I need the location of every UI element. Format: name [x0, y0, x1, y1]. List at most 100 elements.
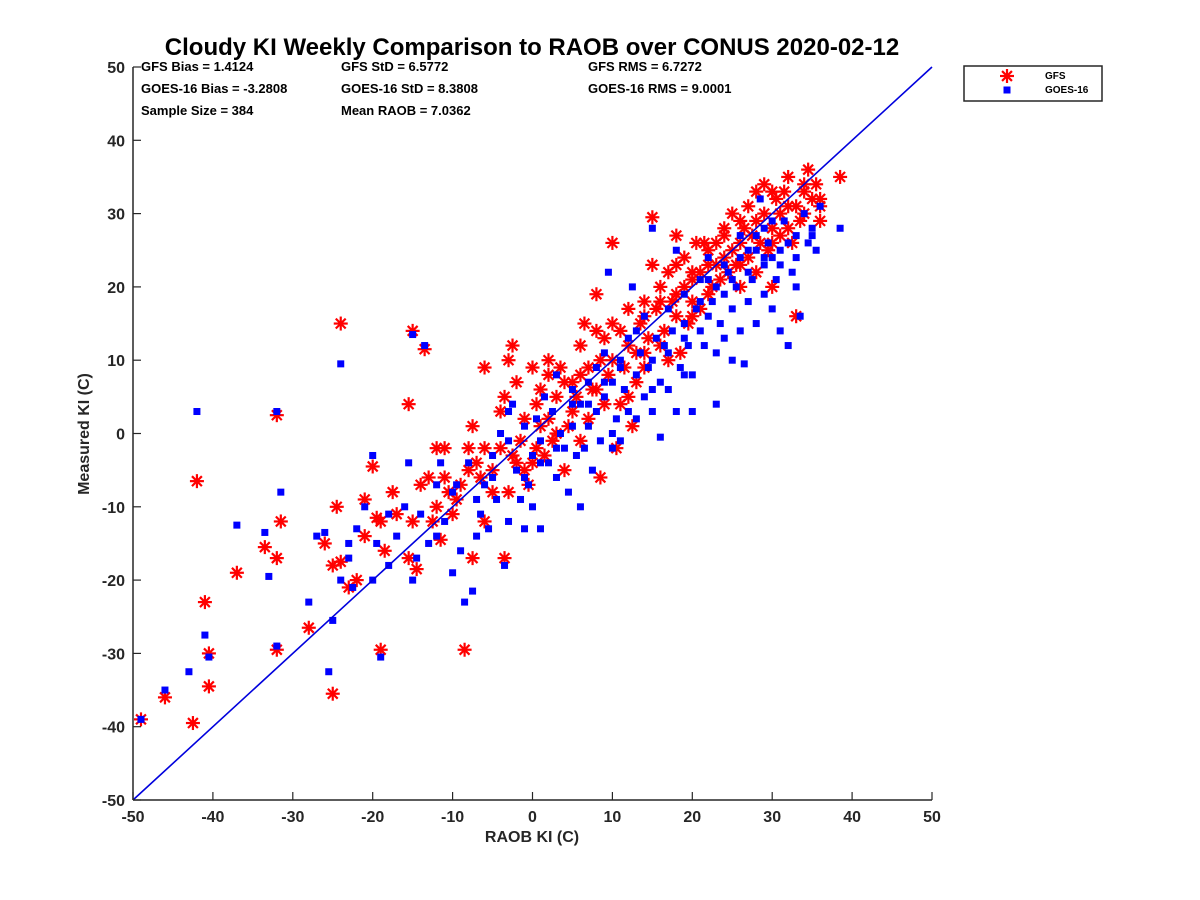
goes-16-point [273, 408, 281, 416]
goes-16-point [796, 312, 804, 320]
goes-16-point [377, 653, 385, 661]
x-tick-label: -10 [441, 809, 464, 826]
gfs-point [525, 360, 540, 375]
gfs-point [493, 441, 508, 456]
goes-16-point [437, 459, 445, 467]
gfs-point [157, 690, 172, 705]
gfs-point [765, 184, 780, 199]
gfs-point [733, 213, 748, 228]
goes-16-point [457, 547, 465, 555]
legend: GFS GOES-16 [963, 65, 1103, 102]
stat-gfs-rms: GFS RMS = 6.7272 [588, 59, 702, 74]
gfs-point [557, 463, 572, 478]
gfs-point [405, 514, 420, 529]
goes-16-point [532, 415, 540, 423]
goes-16-point [720, 334, 728, 342]
goes-16-point [760, 224, 768, 232]
legend-box [963, 65, 1103, 102]
y-tick-label: -50 [102, 793, 125, 810]
y-tick-label: -40 [102, 720, 125, 737]
x-axis-label: RAOB KI (C) [485, 829, 579, 846]
gfs-point [765, 279, 780, 294]
goes-16-point [760, 290, 768, 298]
stat-gfs-bias: GFS Bias = 1.4124 [141, 59, 254, 74]
goes-16-point [521, 525, 529, 533]
gfs-point [185, 716, 200, 731]
gfs-point [505, 338, 520, 353]
goes-16-point [548, 408, 556, 416]
goes-16-point [349, 583, 357, 591]
goes-16-point [728, 356, 736, 364]
goes-16-point [137, 715, 145, 723]
gfs-point [589, 382, 604, 397]
gfs-point [629, 375, 644, 390]
goes-16-point [608, 430, 616, 437]
gfs-point [669, 228, 684, 243]
gfs-point [257, 540, 272, 555]
goes-16-point [493, 495, 501, 503]
goes-16-point [205, 653, 213, 661]
gfs-point [833, 169, 848, 184]
goes-16-point [648, 408, 656, 416]
goes-16-point [233, 521, 241, 529]
gfs-point [645, 210, 660, 225]
goes-16-point [576, 503, 584, 511]
y-tick-label: -10 [102, 500, 125, 517]
legend-goes-square-marker [1003, 86, 1011, 94]
goes-16-point [373, 539, 381, 547]
gfs-point [589, 287, 604, 302]
gfs-point [733, 257, 748, 272]
goes-16-point [505, 408, 513, 416]
goes-16-point [788, 268, 796, 276]
goes-16-point [369, 451, 377, 459]
goes-16-point [752, 320, 760, 328]
goes-16-point [632, 371, 640, 379]
goes-16-point [724, 268, 732, 276]
y-axis-label: Measured KI (C) [76, 373, 93, 495]
goes-16-point [604, 268, 612, 276]
goes-16-point [608, 378, 616, 386]
goes-16-point [580, 444, 588, 452]
goes-16-point [700, 342, 708, 350]
goes-16-point [656, 378, 664, 386]
goes-16-point [185, 668, 193, 676]
gfs-point [669, 309, 684, 324]
goes-16-point [692, 305, 700, 313]
gfs-point [553, 360, 568, 375]
x-tick-label: 20 [683, 809, 701, 826]
goes-16-point [469, 587, 477, 595]
goes-16-point [640, 312, 648, 320]
goes-16-point [477, 510, 485, 518]
goes-16-point [696, 298, 704, 306]
goes-16-point [752, 246, 760, 254]
gfs-point [365, 459, 380, 474]
gfs-point [197, 595, 212, 610]
gfs-point [529, 397, 544, 412]
goes-16-point [560, 444, 568, 452]
gfs-point [613, 397, 628, 412]
goes-16-point [740, 360, 748, 368]
goes-16-point [405, 459, 413, 467]
goes-16-point [161, 686, 169, 694]
goes-16-point [329, 616, 337, 624]
stat-goes-std: GOES-16 StD = 8.3808 [341, 81, 478, 96]
goes-16-point [345, 554, 353, 562]
goes-16-point [620, 386, 628, 394]
goes-16-point [748, 276, 756, 284]
goes-16-point [536, 459, 544, 467]
stat-goes-rms: GOES-16 RMS = 9.0001 [588, 81, 731, 96]
gfs-point [577, 316, 592, 331]
x-tick-label: 10 [604, 809, 622, 826]
gfs-point [801, 162, 816, 177]
goes-16-point [401, 503, 409, 511]
goes-16-point [736, 232, 744, 240]
statistics-annotations: GFS Bias = 1.4124 GFS StD = 6.5772 GFS R… [141, 59, 731, 118]
gfs-point [685, 309, 700, 324]
goes-16-point [696, 327, 704, 335]
gfs-point [429, 499, 444, 514]
gfs-point [485, 485, 500, 500]
goes-16-point [193, 408, 201, 416]
x-tick-label: -20 [361, 809, 384, 826]
goes-16-point [481, 481, 489, 489]
goes-16-point [672, 246, 680, 254]
